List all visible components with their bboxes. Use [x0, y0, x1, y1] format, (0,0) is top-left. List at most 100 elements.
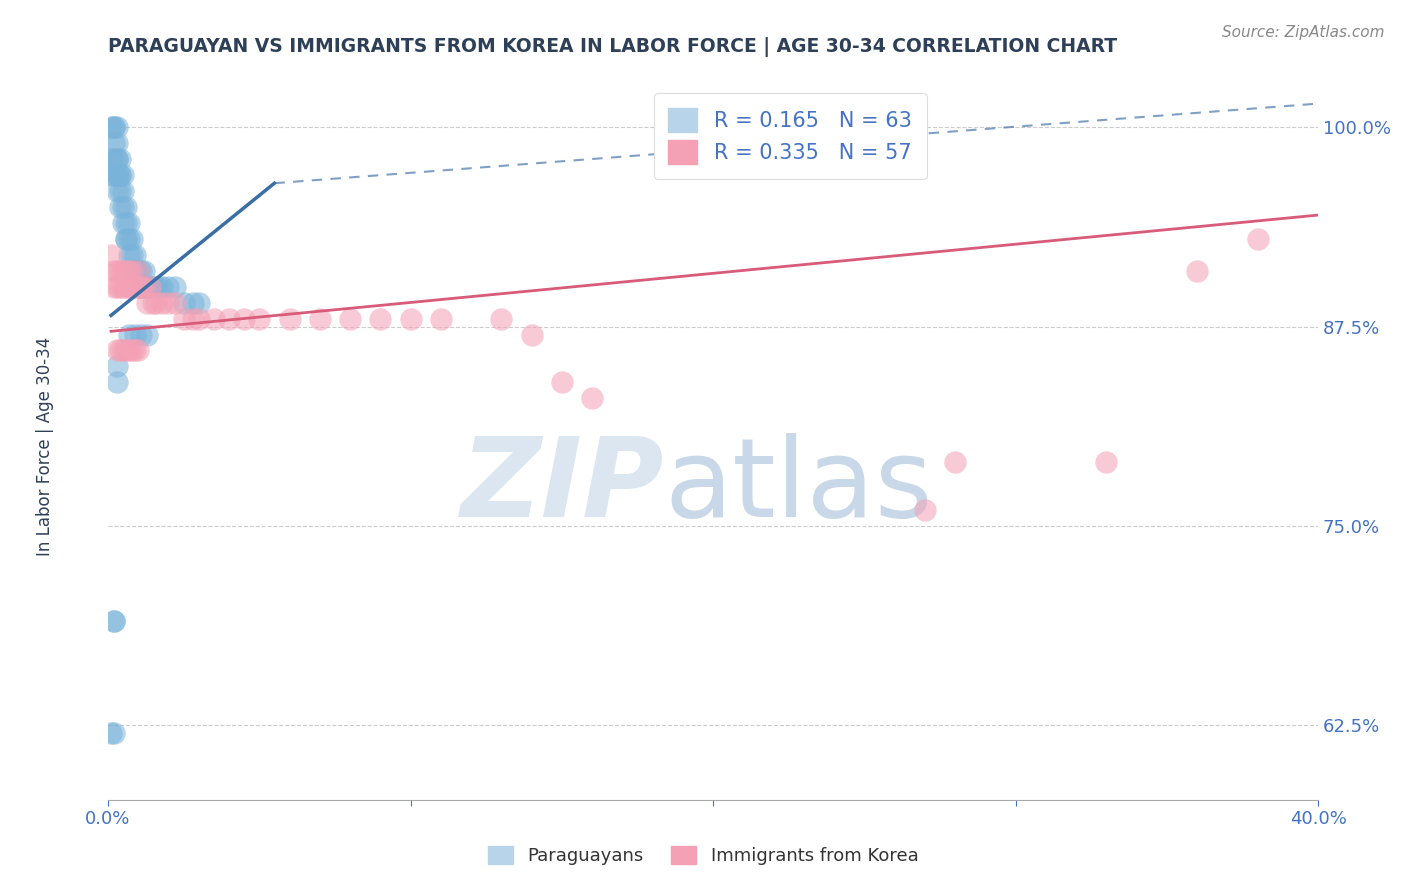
Point [108, 279, 131, 293]
Point [100, 153, 122, 167]
Point [118, 216, 141, 230]
Point [115, 216, 138, 230]
Point [103, 153, 125, 167]
Point [127, 264, 149, 278]
Point [100, 248, 122, 262]
Point [103, 614, 125, 628]
Point [103, 120, 125, 135]
Point [148, 279, 170, 293]
Point [103, 120, 125, 135]
Point [943, 455, 966, 469]
Point [105, 279, 128, 293]
Point [108, 153, 131, 167]
Point [115, 264, 138, 278]
Point [399, 311, 422, 326]
Point [118, 343, 141, 358]
Point [100, 120, 122, 135]
Point [103, 614, 125, 628]
Point [134, 279, 156, 293]
Point [152, 279, 174, 293]
Point [1185, 264, 1208, 278]
Point [914, 502, 936, 516]
Point [108, 184, 131, 198]
Point [339, 311, 361, 326]
Point [124, 279, 146, 293]
Point [103, 725, 125, 739]
Point [115, 279, 138, 293]
Point [105, 264, 128, 278]
Point [233, 311, 256, 326]
Point [1095, 455, 1118, 469]
Point [163, 279, 186, 293]
Point [124, 264, 146, 278]
Point [218, 311, 240, 326]
Point [139, 279, 162, 293]
Point [121, 248, 143, 262]
Point [105, 168, 128, 182]
Point [105, 136, 128, 151]
Point [129, 264, 152, 278]
Point [118, 264, 141, 278]
Point [108, 168, 131, 182]
Point [112, 200, 135, 214]
Text: ZIP: ZIP [461, 434, 665, 540]
Point [127, 279, 149, 293]
Point [163, 295, 186, 310]
Point [100, 168, 122, 182]
Point [105, 376, 128, 390]
Point [247, 311, 270, 326]
Point [581, 391, 603, 405]
Point [127, 343, 149, 358]
Point [134, 264, 156, 278]
Point [103, 168, 125, 182]
Point [118, 279, 141, 293]
Point [121, 264, 143, 278]
Point [202, 311, 225, 326]
Point [136, 295, 159, 310]
Point [108, 168, 131, 182]
Text: atlas: atlas [665, 434, 934, 540]
Point [112, 216, 135, 230]
Point [124, 248, 146, 262]
Point [142, 295, 165, 310]
Point [429, 311, 451, 326]
Point [115, 232, 138, 246]
Point [278, 311, 301, 326]
Point [187, 295, 209, 310]
Text: Source: ZipAtlas.com: Source: ZipAtlas.com [1222, 25, 1385, 40]
Point [105, 153, 128, 167]
Point [124, 343, 146, 358]
Point [103, 279, 125, 293]
Point [103, 264, 125, 278]
Point [187, 311, 209, 326]
Point [136, 327, 159, 342]
Point [121, 264, 143, 278]
Point [181, 295, 204, 310]
Point [103, 136, 125, 151]
Point [520, 327, 543, 342]
Point [157, 295, 180, 310]
Point [368, 311, 391, 326]
Point [105, 120, 128, 135]
Point [112, 279, 135, 293]
Point [152, 295, 174, 310]
Point [121, 279, 143, 293]
Point [1246, 232, 1268, 246]
Point [100, 725, 122, 739]
Point [181, 311, 204, 326]
Point [112, 343, 135, 358]
Legend: Paraguayans, Immigrants from Korea: Paraguayans, Immigrants from Korea [481, 838, 925, 872]
Point [136, 279, 159, 293]
Point [129, 327, 152, 342]
Point [115, 200, 138, 214]
Point [105, 343, 128, 358]
Point [121, 343, 143, 358]
Point [491, 311, 513, 326]
Point [127, 264, 149, 278]
Point [145, 295, 167, 310]
Point [139, 279, 162, 293]
Point [115, 343, 138, 358]
Point [124, 327, 146, 342]
Point [157, 279, 180, 293]
Point [118, 327, 141, 342]
